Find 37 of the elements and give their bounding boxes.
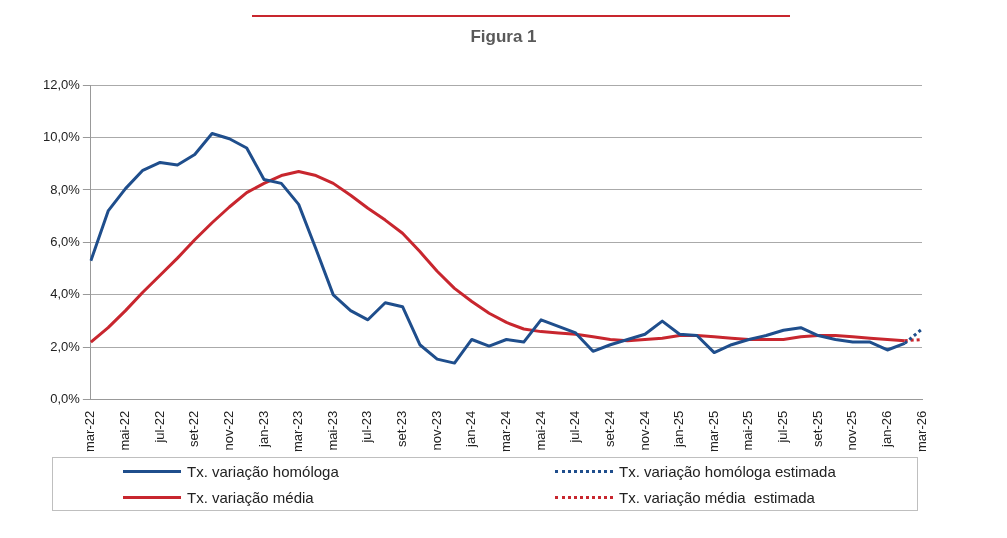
x-tick-label: mai-25 — [740, 410, 756, 451]
x-tick-label: set-25 — [809, 410, 825, 447]
x-tick-label: mar-26 — [913, 410, 929, 453]
x-tick-label: mai-23 — [324, 410, 340, 451]
x-tick-label: jul-22 — [151, 410, 167, 444]
x-tick-label: mar-25 — [705, 410, 721, 453]
x-tick-label: mar-24 — [498, 410, 514, 453]
x-tick-label: nov-24 — [636, 410, 652, 451]
legend-label: Tx. variação homóloga — [187, 462, 339, 480]
x-tick-label: set-22 — [186, 410, 202, 447]
y-tick-label: 12,0% — [42, 76, 81, 92]
y-tick-label: 0,0% — [50, 391, 81, 407]
y-tick-label: 8,0% — [50, 181, 81, 197]
x-tick-label: mar-22 — [82, 410, 98, 453]
x-tick-label: jan-23 — [255, 410, 271, 448]
x-tick-label: set-23 — [394, 410, 410, 447]
legend-label: Tx. variação média — [187, 488, 314, 506]
x-tick-label: nov-22 — [220, 410, 236, 451]
x-tick-label: jul-25 — [775, 410, 791, 444]
x-tick-label: mai-24 — [532, 410, 548, 451]
x-tick-label: jul-24 — [567, 410, 583, 444]
y-tick-label: 4,0% — [50, 286, 81, 302]
legend-label: Tx. variação média estimada — [619, 488, 815, 506]
chart-title: Figura 1 — [469, 27, 538, 47]
y-tick-label: 10,0% — [42, 129, 81, 145]
legend-label: Tx. variação homóloga estimada — [619, 462, 836, 480]
x-tick-label: mai-22 — [117, 410, 133, 451]
x-tick-label: jul-23 — [359, 410, 375, 444]
x-tick-label: set-24 — [601, 410, 617, 447]
x-tick-label: nov-25 — [844, 410, 860, 451]
x-tick-label: mar-23 — [290, 410, 306, 453]
x-tick-label: nov-23 — [428, 410, 444, 451]
x-tick-label: jan-25 — [671, 410, 687, 448]
x-tick-label: jan-26 — [878, 410, 894, 448]
y-tick-label: 6,0% — [50, 233, 81, 249]
y-tick-label: 2,0% — [50, 338, 81, 354]
x-tick-label: jan-24 — [463, 410, 479, 448]
